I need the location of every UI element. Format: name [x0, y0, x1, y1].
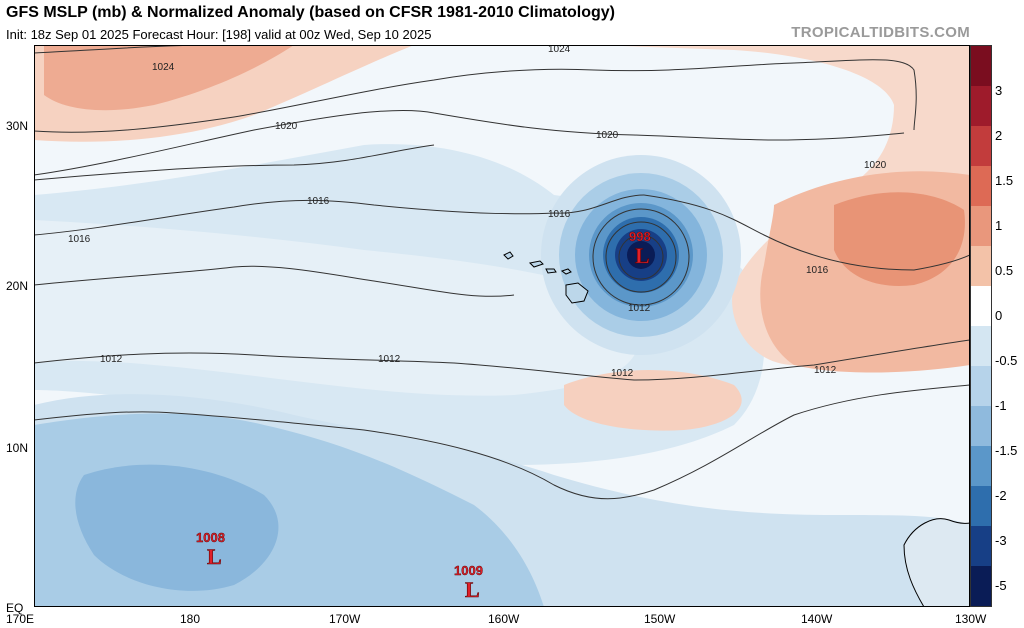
pressure-center-1009: 1009 L — [454, 563, 483, 603]
isobar-labels: 1024 1024 1020 1020 1020 1016 1016 1016 … — [68, 45, 887, 379]
y-axis-label: 10N — [6, 441, 29, 455]
colorbar — [970, 45, 992, 607]
colorbar-segment — [971, 566, 991, 606]
x-axis-label: 140W — [801, 612, 833, 626]
colorbar-segment — [971, 46, 991, 87]
isobar-1024 — [34, 59, 917, 133]
colorbar-segment — [971, 126, 991, 167]
isobar-label: 1020 — [275, 121, 298, 132]
low-pressure-marker: L — [635, 243, 650, 268]
isobar-1012 — [34, 339, 970, 381]
colorbar-segment — [971, 366, 991, 407]
coastline-mexico — [903, 518, 970, 607]
isobar-label: 1016 — [806, 265, 829, 276]
colorbar-segment — [971, 246, 991, 287]
x-axis-label: 170E — [6, 612, 35, 626]
colorbar-label: 0.5 — [995, 263, 1014, 278]
y-axis-label: 30N — [6, 119, 29, 133]
isobar-label: 1012 — [378, 354, 401, 365]
isobar-label: 1012 — [814, 365, 837, 376]
colorbar-label: 3 — [995, 83, 1003, 98]
map-frame — [34, 45, 970, 607]
colorbar-segment — [971, 526, 991, 567]
colorbar-segment — [971, 86, 991, 127]
x-axis-label: 180 — [180, 612, 201, 626]
map-title: GFS MSLP (mb) & Normalized Anomaly (base… — [6, 4, 616, 21]
isobars — [34, 45, 970, 500]
colorbar-label: -2 — [995, 488, 1007, 503]
x-axis-label: 170W — [329, 612, 361, 626]
isobar-label: 1012 — [628, 303, 651, 314]
brand-watermark: TROPICALTIDBITS.COM — [791, 24, 970, 41]
low-pressure-marker: L — [465, 577, 480, 602]
anomaly-neutral-band — [34, 220, 639, 396]
low-pressure-value: 998 — [629, 229, 651, 244]
colorbar-label: 2 — [995, 128, 1003, 143]
colorbar-segment — [971, 326, 991, 367]
isobar-label: 1016 — [307, 196, 330, 207]
pressure-center-1008: 1008 L — [196, 530, 225, 570]
isobar-label: 1020 — [596, 130, 619, 141]
colorbar-segment — [971, 206, 991, 247]
colorbar-label: -3 — [995, 533, 1007, 548]
isobar-1016-south — [34, 265, 515, 297]
low-pressure-value: 1009 — [454, 563, 483, 578]
isobar-label: 1020 — [864, 160, 887, 171]
isobar-1008 — [34, 384, 970, 500]
y-axis-label: 20N — [6, 279, 29, 293]
colorbar-segment — [971, 166, 991, 207]
isobar-1016-east — [643, 194, 970, 271]
anomaly-neg-south-core — [75, 464, 279, 591]
colorbar-label: -1 — [995, 398, 1007, 413]
isobar-label: 1024 — [548, 45, 571, 55]
x-axis-label: 130W — [955, 612, 987, 626]
colorbar-label: -0.5 — [995, 353, 1018, 368]
colorbar-label: 1 — [995, 218, 1003, 233]
colorbar-label: -5 — [995, 578, 1007, 593]
low-pressure-marker: L — [207, 544, 222, 569]
isobar-1020-north — [34, 109, 905, 176]
colorbar-segment — [971, 446, 991, 487]
hawaiian-islands — [503, 251, 589, 304]
colorbar-segment — [971, 286, 991, 327]
low-pressure-value: 1008 — [196, 530, 225, 545]
isobar-label: 1016 — [68, 234, 91, 245]
pressure-center-998: 998 L — [629, 229, 651, 269]
map-canvas: 1024 1024 1020 1020 1020 1016 1016 1016 … — [34, 45, 970, 607]
colorbar-segment — [971, 486, 991, 527]
colorbar-label: 1.5 — [995, 173, 1014, 188]
anomaly-pos-north — [44, 45, 294, 111]
y-axis-label: EQ — [6, 601, 24, 615]
anomaly-pos-central — [564, 370, 742, 431]
isobar-1016-west — [34, 194, 645, 236]
colorbar-label: -1.5 — [995, 443, 1018, 458]
isobar-label: 1012 — [611, 368, 634, 379]
x-axis-label: 160W — [488, 612, 520, 626]
colorbar-label: 0 — [995, 308, 1003, 323]
x-axis-label: 150W — [644, 612, 676, 626]
isobar-label: 1016 — [548, 209, 571, 220]
colorbar-segment — [971, 406, 991, 447]
isobar-label: 1012 — [100, 354, 123, 365]
isobar-label: 1024 — [152, 62, 175, 73]
anomaly-pos-east-core — [834, 192, 965, 286]
map-subtitle: Init: 18z Sep 01 2025 Forecast Hour: [19… — [6, 27, 432, 42]
